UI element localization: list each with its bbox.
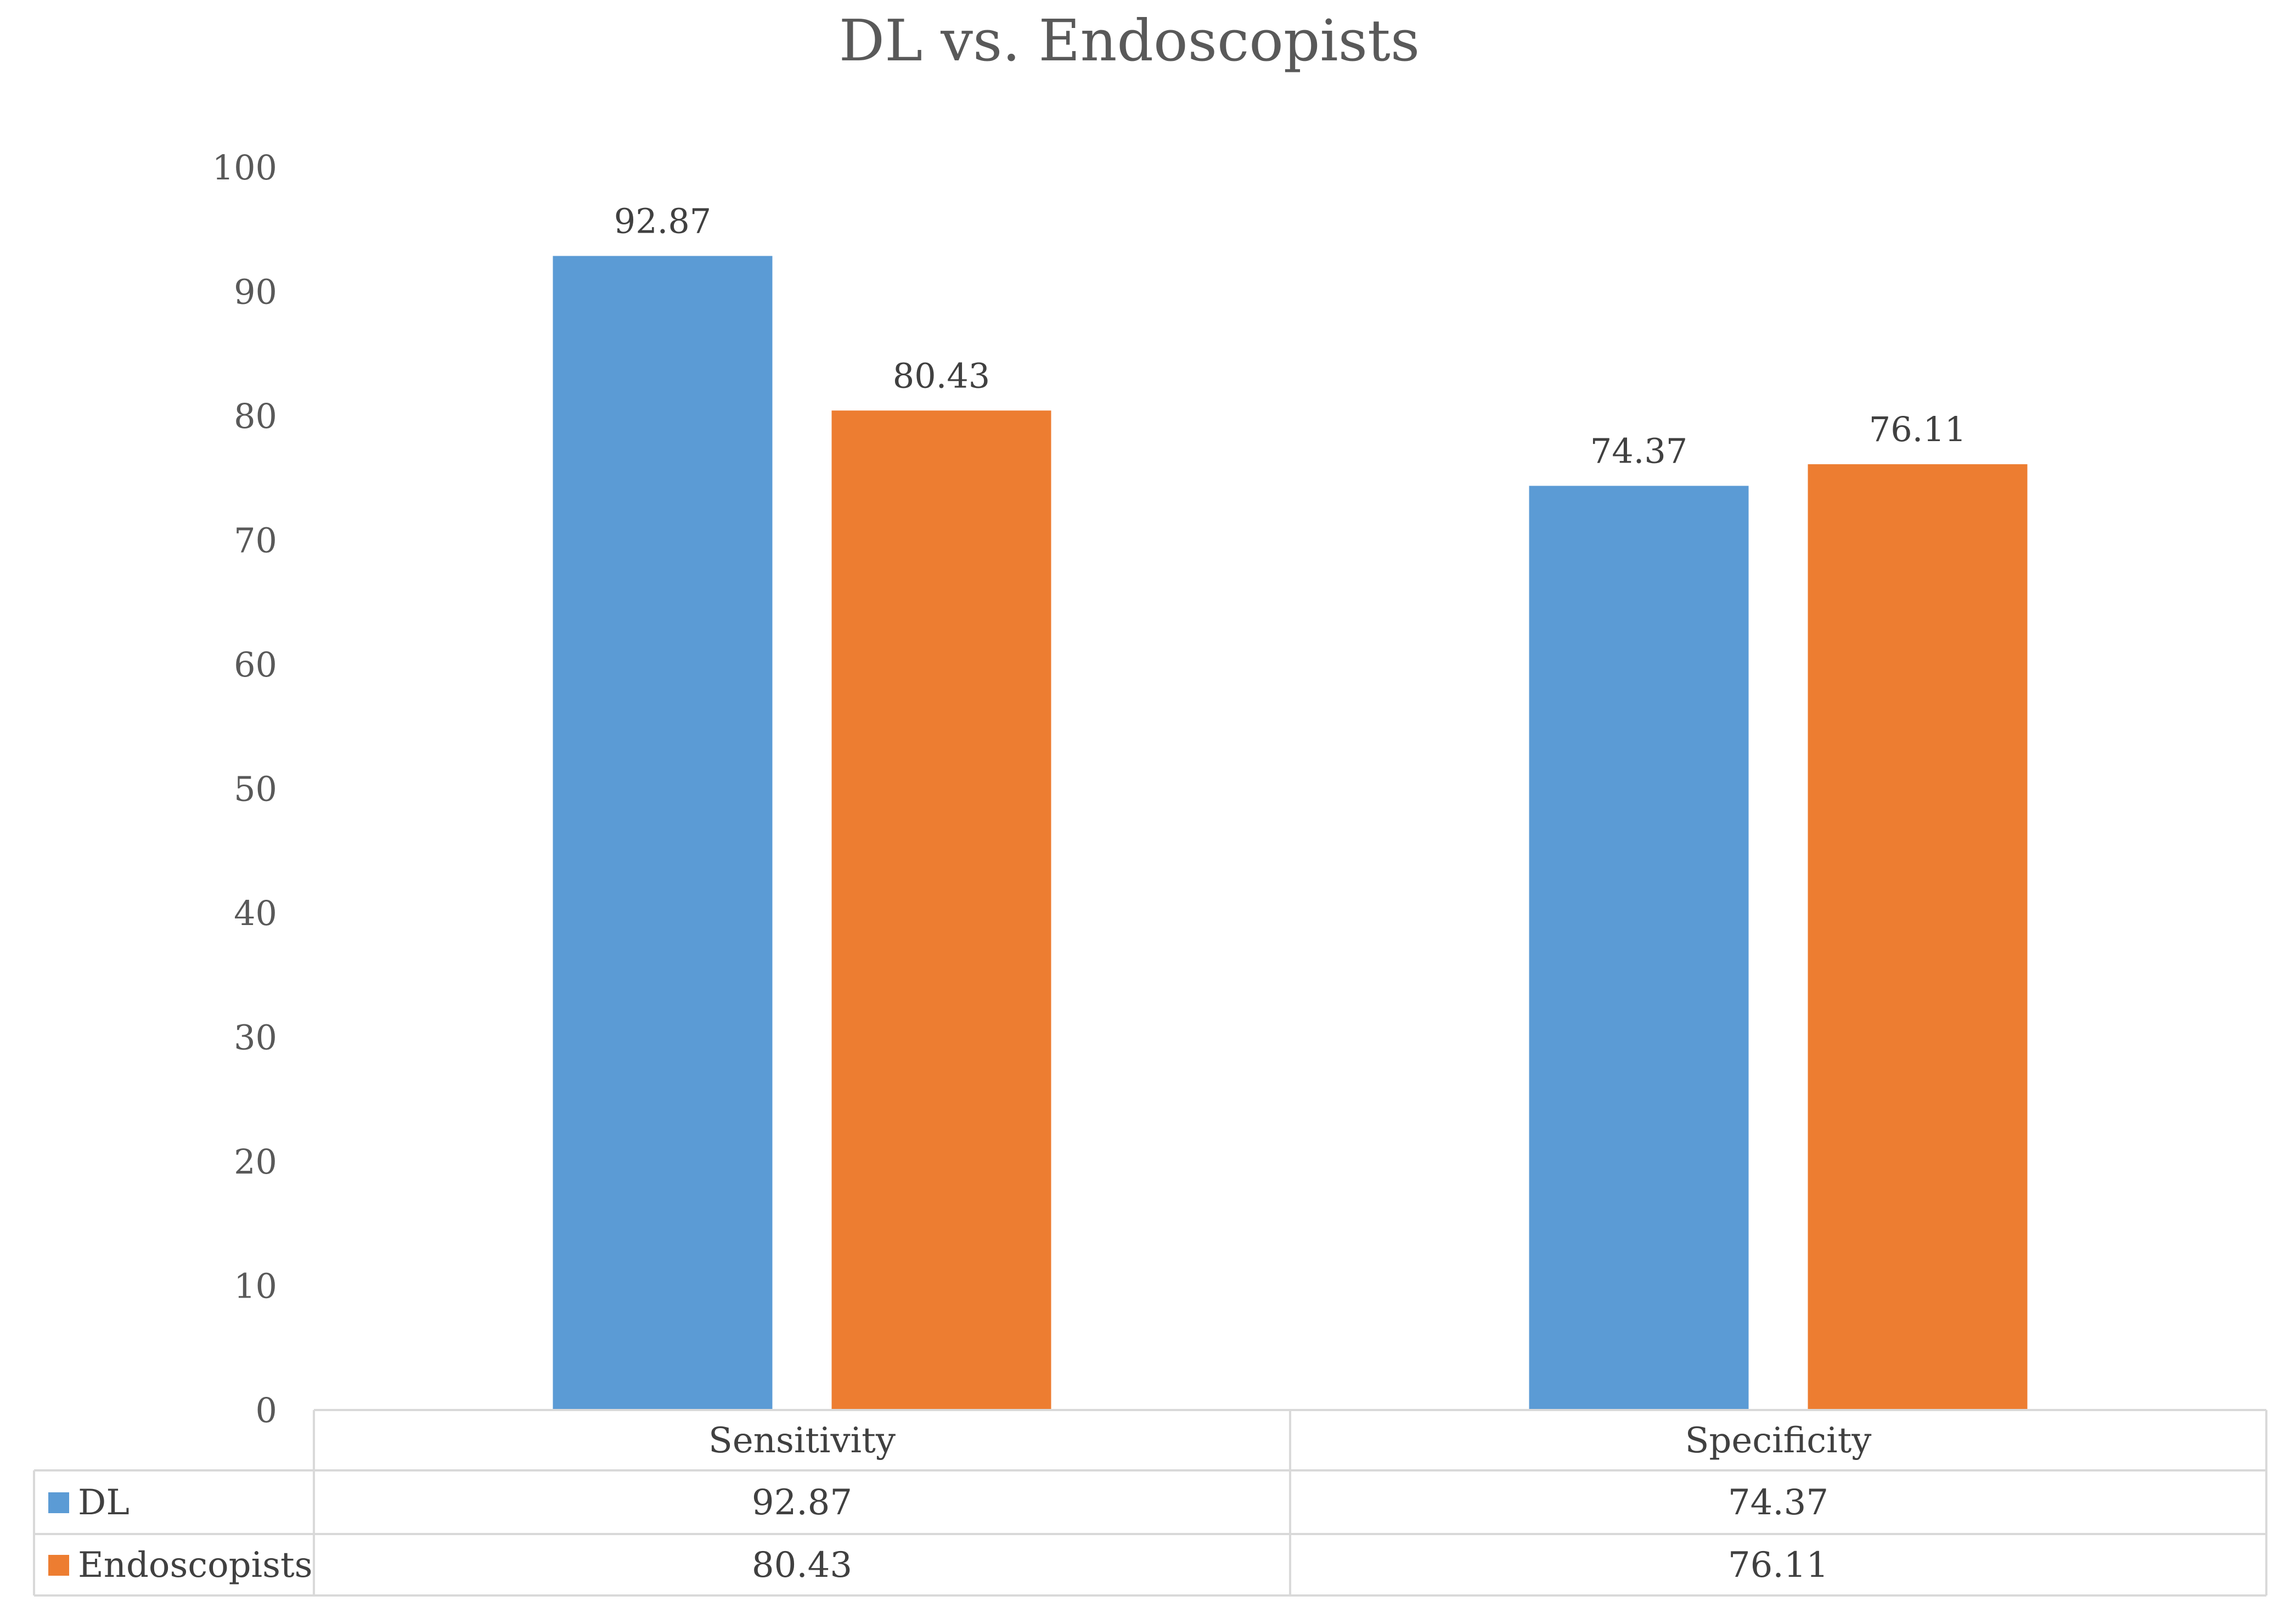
table-value: 80.43: [752, 1545, 852, 1586]
bars: [553, 256, 2028, 1410]
y-tick-label: 60: [234, 645, 277, 685]
bar-endoscopists-sensitivity: [831, 410, 1051, 1410]
legend-label: Endoscopists: [78, 1545, 313, 1586]
chart-title: DL vs. Endoscopists: [839, 7, 1420, 74]
category-label: Specificity: [1685, 1420, 1872, 1461]
table-value: 74.37: [1728, 1482, 1828, 1523]
y-tick-label: 80: [234, 396, 277, 436]
bar-dl-specificity: [1529, 486, 1749, 1410]
y-tick-label: 100: [212, 148, 277, 188]
y-tick-label: 30: [234, 1018, 277, 1058]
bar-endoscopists-specificity: [1808, 464, 2028, 1410]
category-label: Sensitivity: [708, 1420, 896, 1461]
bar-value-label: 80.43: [893, 356, 990, 396]
legend-label: DL: [78, 1482, 130, 1523]
bar-dl-sensitivity: [553, 256, 773, 1410]
legend-key-endoscopists: [48, 1555, 69, 1576]
y-tick-label: 40: [234, 893, 277, 933]
table-value: 92.87: [752, 1482, 852, 1523]
y-tick-label: 50: [234, 769, 277, 809]
y-tick-label: 0: [256, 1390, 277, 1430]
y-tick-label: 70: [234, 521, 277, 561]
bar-value-label: 92.87: [614, 201, 712, 241]
data-labels: 92.87 80.43 74.37 76.11: [614, 201, 1967, 471]
y-tick-label: 90: [234, 272, 277, 312]
table-value: 76.11: [1728, 1545, 1828, 1586]
y-axis: 0 10 20 30 40 50 60 70 80 90 100: [212, 148, 277, 1430]
data-table: Sensitivity Specificity DL 92.87 74.37 Endosc…: [33, 1409, 2267, 1597]
bar-value-label: 76.11: [1869, 409, 1967, 449]
bar-value-label: 74.37: [1590, 431, 1688, 471]
y-tick-label: 10: [234, 1266, 277, 1306]
legend-key-dl: [48, 1492, 69, 1513]
y-tick-label: 20: [234, 1142, 277, 1182]
